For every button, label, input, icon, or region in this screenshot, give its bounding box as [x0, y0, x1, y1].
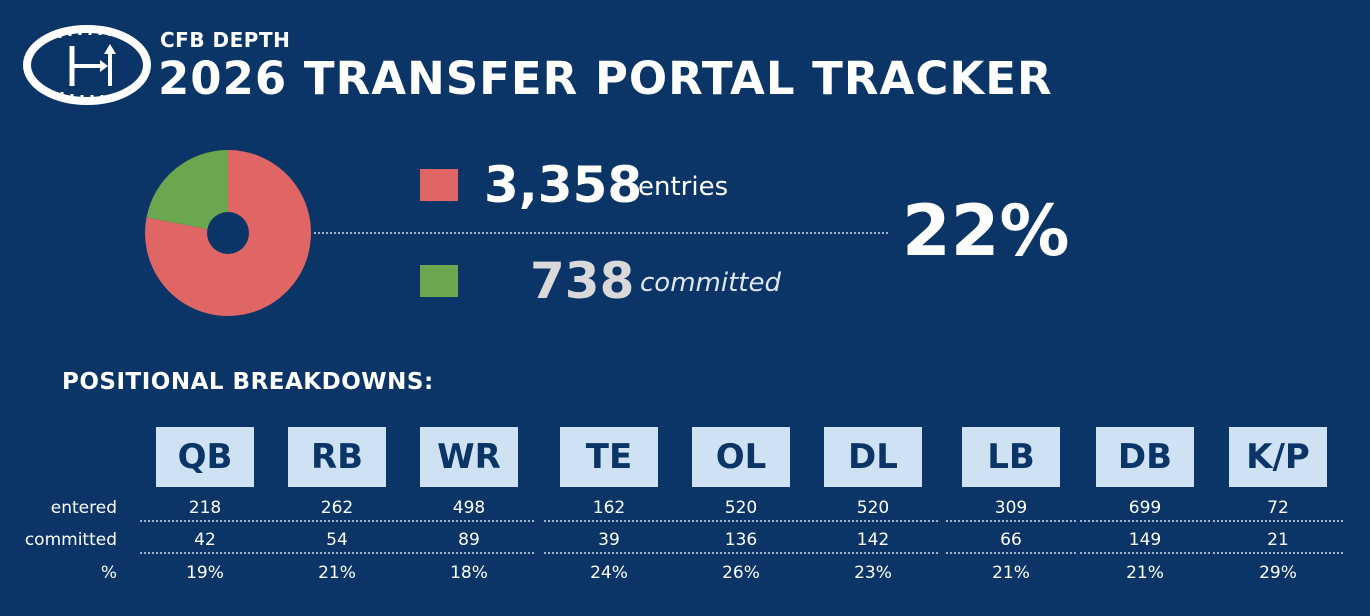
connector-line: [314, 232, 888, 234]
cell-committed: 142: [856, 530, 890, 550]
position-header-6: LB: [962, 427, 1060, 487]
cell-committed: 39: [598, 530, 620, 550]
row-separator: [404, 520, 534, 522]
pie-slice-committed: [146, 150, 228, 233]
cell-pct: 29%: [1259, 563, 1297, 583]
cell-pct: 19%: [186, 563, 224, 583]
cell-entered: 699: [1128, 498, 1162, 518]
entries-count: 3,358: [484, 156, 643, 214]
position-header-5: DL: [824, 427, 922, 487]
row-separator: [808, 520, 938, 522]
row-separator: [1080, 520, 1210, 522]
row-separator: [544, 552, 674, 554]
row-separator: [1213, 520, 1343, 522]
football-logo-icon: [23, 25, 151, 105]
position-header-3: TE: [560, 427, 658, 487]
cell-pct: 26%: [722, 563, 760, 583]
cell-entered: 309: [994, 498, 1028, 518]
committed-label: committed: [640, 268, 781, 298]
row-separator: [946, 520, 1076, 522]
cell-pct: 23%: [854, 563, 892, 583]
row-separator: [140, 552, 270, 554]
row-label-committed: committed: [24, 530, 117, 550]
row-separator: [1213, 552, 1343, 554]
cell-committed: 136: [724, 530, 758, 550]
position-header-0: QB: [156, 427, 254, 487]
portal-donut-chart: [145, 150, 311, 316]
cell-entered: 162: [592, 498, 626, 518]
cell-pct: 21%: [318, 563, 356, 583]
section-heading: POSITIONAL BREAKDOWNS:: [62, 369, 434, 395]
row-separator: [404, 552, 534, 554]
row-separator: [1080, 552, 1210, 554]
entries-label: entries: [638, 172, 729, 202]
cell-pct: 21%: [992, 563, 1030, 583]
row-separator: [544, 520, 674, 522]
cell-pct: 21%: [1126, 563, 1164, 583]
row-separator: [140, 520, 270, 522]
cell-entered: 262: [320, 498, 354, 518]
cell-entered: 72: [1267, 498, 1289, 518]
cell-committed: 149: [1128, 530, 1162, 550]
cell-committed: 54: [326, 530, 348, 550]
commit-percentage: 22%: [902, 190, 1070, 272]
cell-entered: 498: [452, 498, 486, 518]
page-title: 2026 TRANSFER PORTAL TRACKER: [158, 52, 1053, 105]
row-separator: [272, 520, 402, 522]
cell-committed: 42: [194, 530, 216, 550]
cell-pct: 18%: [450, 563, 488, 583]
row-label-percent: %: [100, 563, 117, 583]
position-header-1: RB: [288, 427, 386, 487]
cell-entered: 218: [188, 498, 222, 518]
position-header-8: K/P: [1229, 427, 1327, 487]
row-separator: [676, 520, 806, 522]
cell-entered: 520: [724, 498, 758, 518]
cell-committed: 89: [458, 530, 480, 550]
row-separator: [808, 552, 938, 554]
position-header-2: WR: [420, 427, 518, 487]
entries-swatch: [420, 169, 458, 201]
donut-hole: [207, 212, 249, 254]
row-label-entered: entered: [50, 498, 117, 518]
committed-count: 738: [530, 252, 635, 310]
cell-committed: 66: [1000, 530, 1022, 550]
cell-entered: 520: [856, 498, 890, 518]
brand-name: CFB DEPTH: [160, 28, 291, 52]
position-header-4: OL: [692, 427, 790, 487]
cell-committed: 21: [1267, 530, 1289, 550]
position-header-7: DB: [1096, 427, 1194, 487]
row-separator: [946, 552, 1076, 554]
pie-slice-entries: [145, 150, 311, 316]
row-separator: [272, 552, 402, 554]
committed-swatch: [420, 265, 458, 297]
cell-pct: 24%: [590, 563, 628, 583]
row-separator: [676, 552, 806, 554]
